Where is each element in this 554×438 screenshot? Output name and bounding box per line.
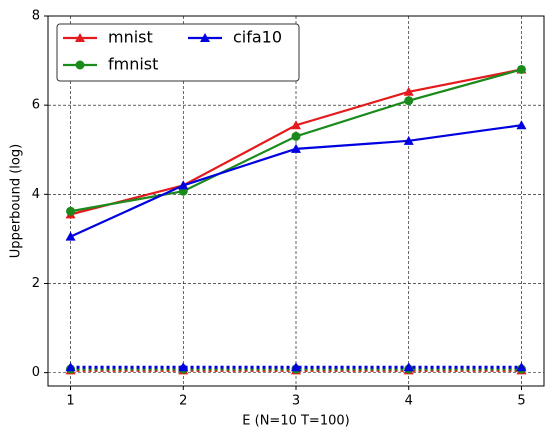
marker xyxy=(404,96,414,106)
x-tick-label: 4 xyxy=(405,394,413,409)
marker xyxy=(516,120,527,130)
y-tick-label: 2 xyxy=(32,276,40,291)
x-tick-label: 3 xyxy=(292,394,300,409)
marker xyxy=(403,135,414,145)
marker xyxy=(291,131,301,141)
marker xyxy=(178,180,189,190)
marker xyxy=(66,206,76,216)
legend-box xyxy=(56,23,300,82)
legend-marker xyxy=(75,33,85,42)
plot-frame xyxy=(47,15,545,387)
x-tick-label: 5 xyxy=(517,394,525,409)
y-tick-label: 4 xyxy=(32,187,40,202)
marker xyxy=(403,362,414,372)
y-tick-label: 0 xyxy=(32,365,40,380)
marker xyxy=(403,86,414,96)
marker xyxy=(65,362,76,372)
legend-label: cifa10 xyxy=(233,28,282,47)
marker xyxy=(291,362,301,372)
marker xyxy=(291,120,301,130)
legend: mnist fmnist cifa10 xyxy=(56,23,300,82)
legend-marker xyxy=(200,33,210,42)
y-tick-label: 8 xyxy=(32,9,40,24)
y-tick-label: 6 xyxy=(32,98,40,113)
marker xyxy=(65,231,76,241)
x-tick-label: 2 xyxy=(179,394,187,409)
marker xyxy=(516,362,527,372)
x-axis-label: E (N=10 T=100) xyxy=(242,414,349,429)
x-tick-label: 1 xyxy=(66,394,74,409)
y-axis-label: Upperbound (log) xyxy=(9,144,24,258)
legend-label: fmnist xyxy=(108,55,158,74)
marker xyxy=(178,362,189,372)
marker xyxy=(516,64,526,74)
legend-marker xyxy=(75,60,85,70)
marker xyxy=(291,143,301,153)
legend-label: mnist xyxy=(108,28,153,47)
